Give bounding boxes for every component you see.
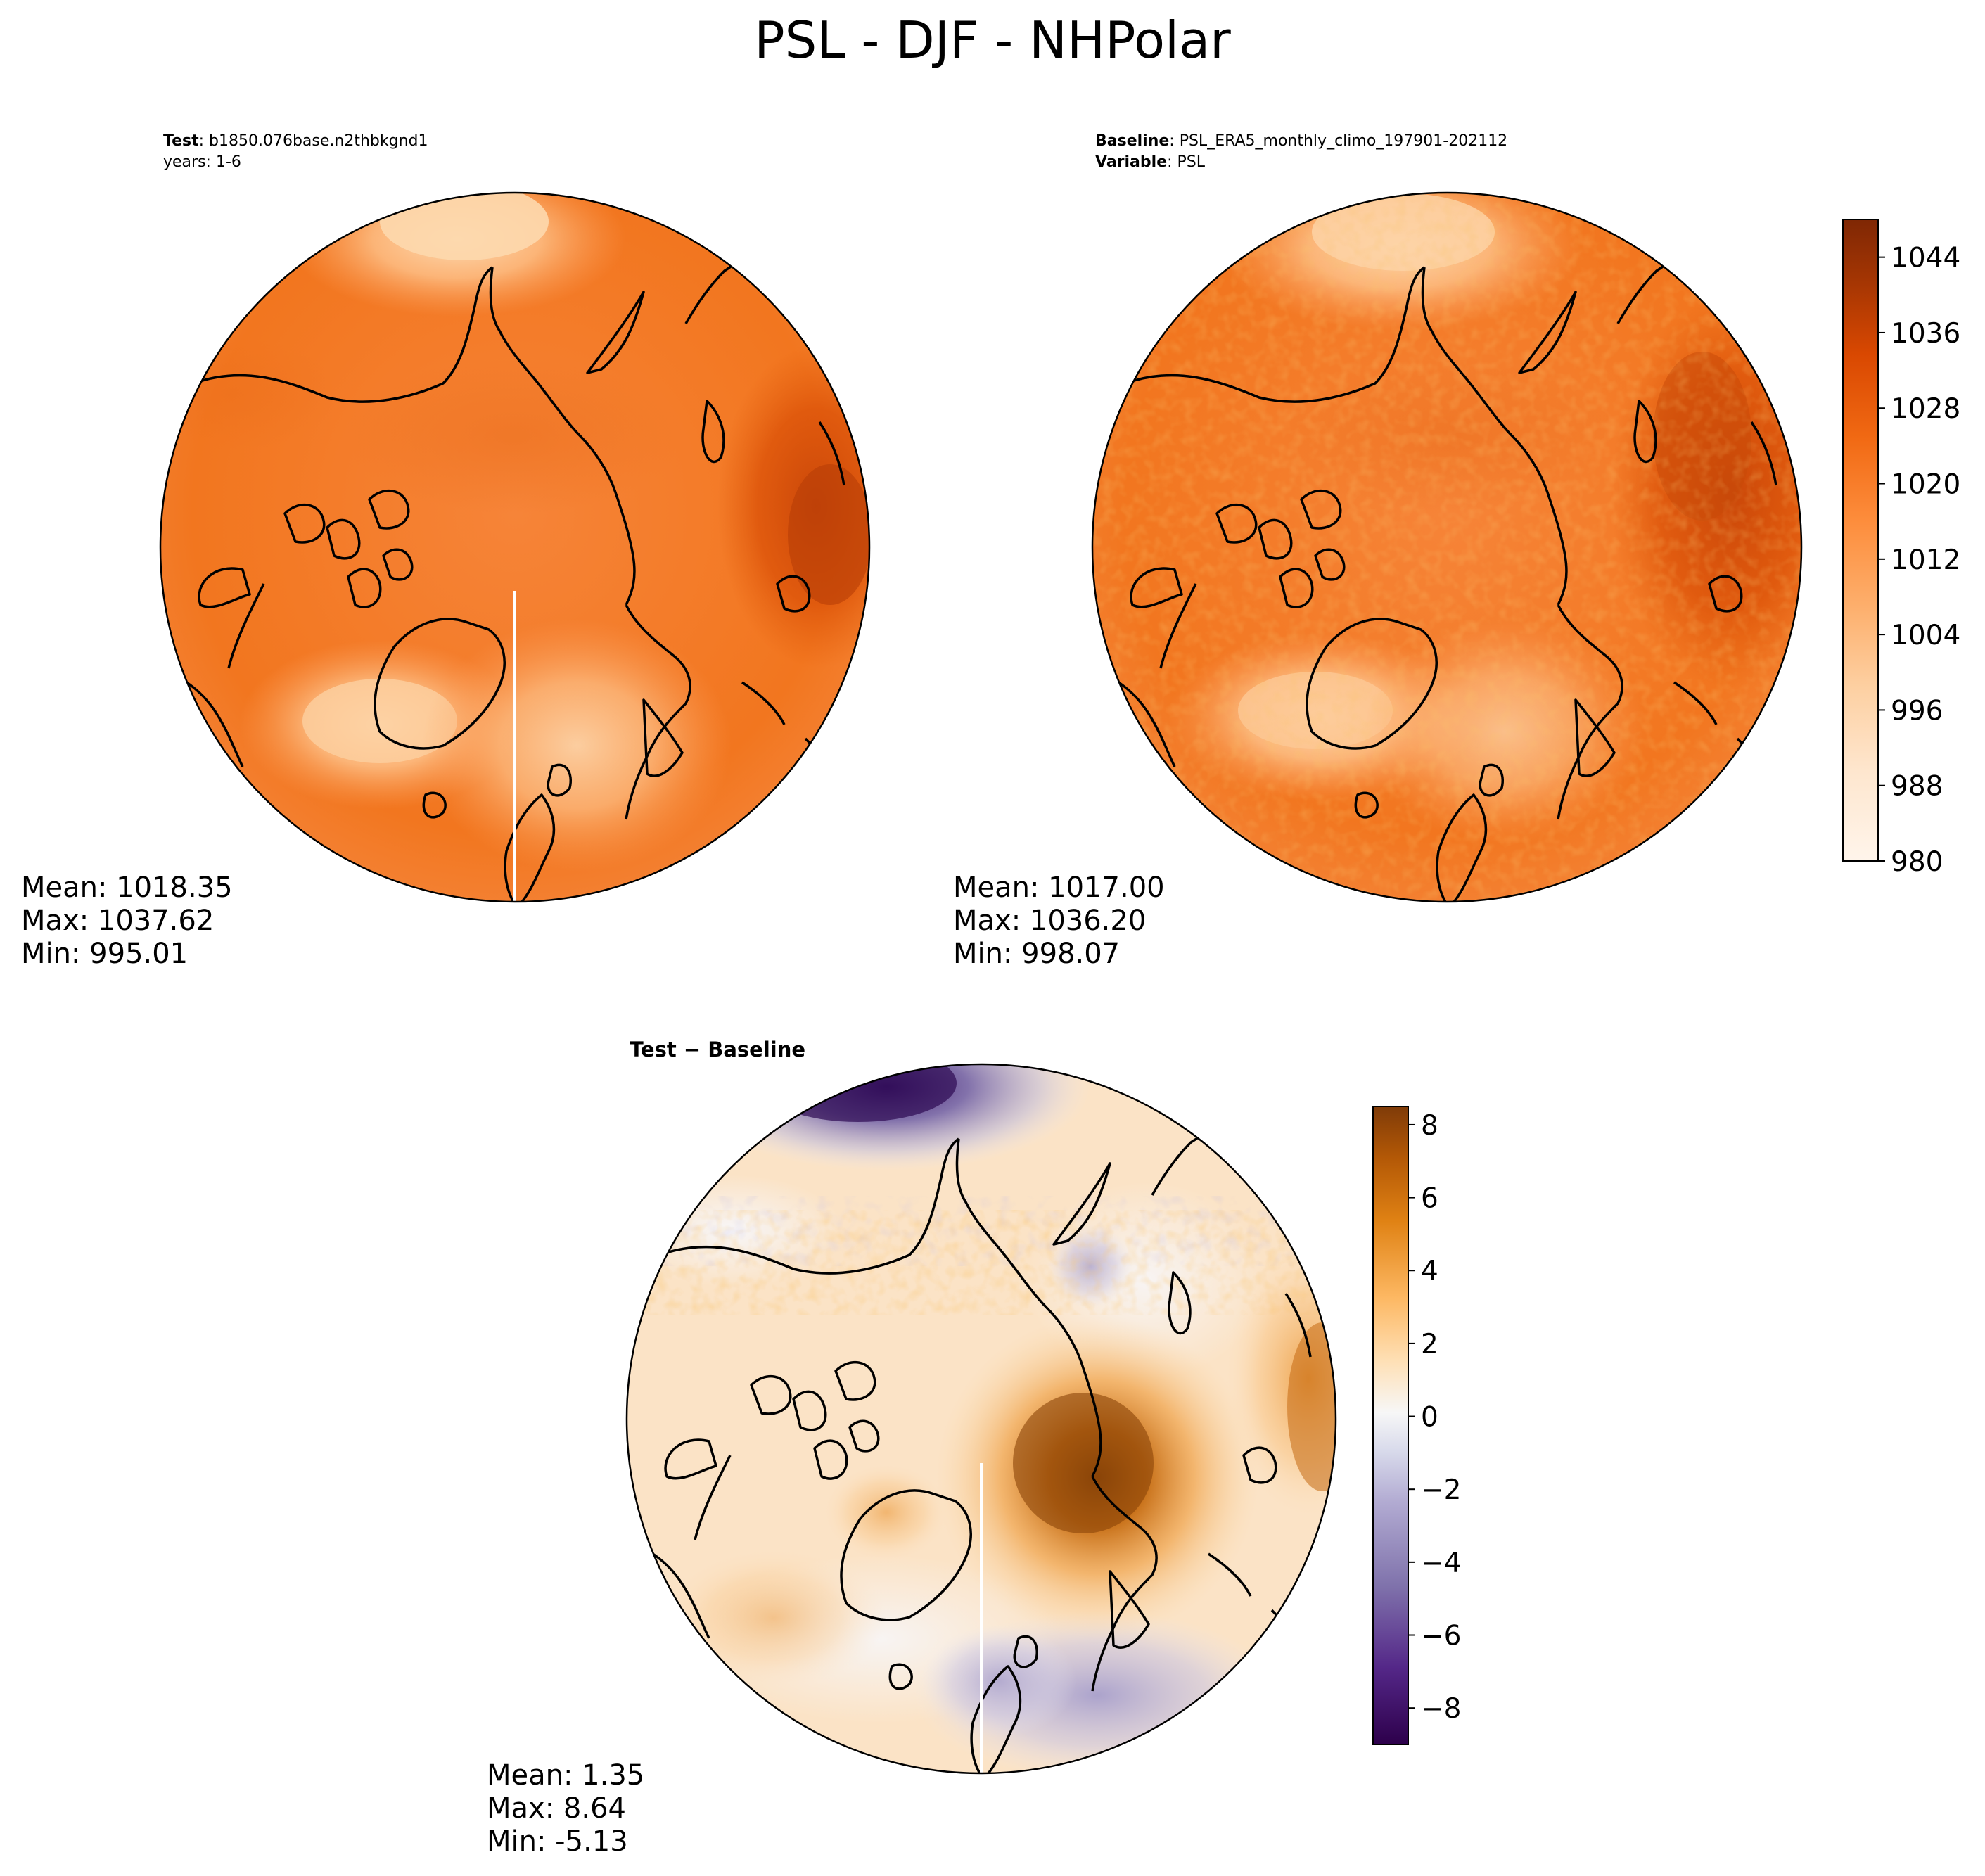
baseline-map-boundary [1091, 191, 1803, 903]
diff-map-boundary [625, 1063, 1337, 1775]
diff-colorbar-tick-label: −6 [1421, 1621, 1462, 1652]
baseline-header-value2: PSL [1177, 153, 1206, 171]
diff-max: Max: 8.64 [487, 1792, 626, 1825]
test-panel: Test: b1850.076base.n2thbkgnd1 years: 1-… [21, 132, 871, 970]
test-map [160, 193, 869, 902]
baseline-header-line2: Variable: PSL [1095, 153, 1206, 171]
diff-panel: Test − Baseline Mean: 1.35 [487, 1038, 1337, 1858]
diff-min: Min: -5.13 [487, 1825, 628, 1858]
test-map-boundary [159, 191, 871, 903]
baseline-header-value: PSL_ERA5_monthly_climo_197901-202112 [1180, 132, 1507, 150]
psl-colorbar-tick-label: 988 [1891, 771, 1943, 803]
test-min: Min: 995.01 [21, 938, 188, 970]
figure-title: PSL - DJF - NHPolar [754, 11, 1231, 70]
diff-colorbar-tick-label: −2 [1421, 1474, 1462, 1506]
psl-colorbar-tick-label: 996 [1891, 695, 1943, 727]
psl-colorbar-tick-label: 1004 [1891, 620, 1960, 651]
baseline-header-line1: Baseline: PSL_ERA5_monthly_climo_197901-… [1095, 132, 1507, 150]
diff-colorbar: −8 −6 −4 −2 0 2 4 6 8 [1372, 1106, 1462, 1745]
baseline-header-label2: Variable [1095, 153, 1167, 171]
diff-title: Test − Baseline [630, 1038, 805, 1061]
psl-colorbar: 980 988 996 1004 1012 1020 1028 1036 1044 [1842, 219, 1960, 878]
diff-colorbar-tick-label: −4 [1421, 1548, 1462, 1579]
baseline-mean: Mean: 1017.00 [953, 872, 1165, 904]
baseline-panel: Baseline: PSL_ERA5_monthly_climo_197901-… [953, 132, 1803, 970]
diff-colorbar-tick-label: −8 [1421, 1693, 1462, 1725]
diff-colorbar-tick-label: 8 [1421, 1110, 1438, 1142]
test-header-years: years: 1-6 [163, 153, 241, 171]
diff-seam-line [980, 1463, 983, 1773]
diff-mean: Mean: 1.35 [487, 1759, 644, 1792]
test-header-sep: : [199, 132, 209, 150]
test-mean: Mean: 1018.35 [21, 872, 233, 904]
diff-colorbar-tick-label: 0 [1421, 1402, 1438, 1434]
baseline-max: Max: 1036.20 [953, 905, 1146, 937]
psl-colorbar-tick-label: 1028 [1891, 393, 1960, 425]
psl-colorbar-tick-label: 1020 [1891, 469, 1960, 501]
diff-map [627, 1064, 1336, 1773]
test-header-label: Test [163, 132, 199, 150]
diff-colorbar-tick-label: 6 [1421, 1183, 1438, 1215]
diff-colorbar-tick-label: 2 [1421, 1329, 1438, 1360]
psl-colorbar-tick-label: 980 [1891, 846, 1943, 878]
psl-colorbar-tick-label: 1036 [1891, 318, 1960, 350]
diff-colorbar-body [1372, 1106, 1409, 1745]
test-header-line1: Test: b1850.076base.n2thbkgnd1 [163, 132, 428, 150]
baseline-header-label: Baseline [1095, 132, 1169, 150]
psl-colorbar-body [1842, 219, 1879, 862]
diff-colorbar-tick-label: 4 [1421, 1256, 1438, 1287]
baseline-map [1092, 193, 1801, 902]
baseline-header-sep2: : [1167, 153, 1177, 171]
test-max: Max: 1037.62 [21, 905, 214, 937]
psl-colorbar-tick-label: 1012 [1891, 544, 1960, 576]
test-seam-line [513, 591, 516, 902]
test-header-value: b1850.076base.n2thbkgnd1 [209, 132, 428, 150]
psl-colorbar-tick-label: 1044 [1891, 243, 1960, 274]
baseline-header-sep: : [1169, 132, 1179, 150]
baseline-min: Min: 998.07 [953, 938, 1120, 970]
